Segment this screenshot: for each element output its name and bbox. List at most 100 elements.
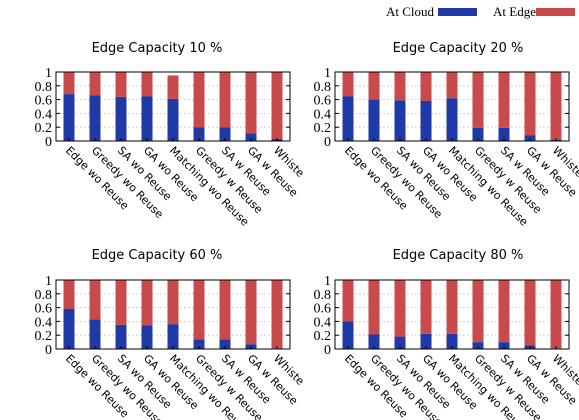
y-tick-label: 1 [45, 274, 52, 289]
y-tick-label: 0 [324, 343, 331, 358]
chart-title: Edge Capacity 60 % [92, 248, 223, 263]
bar-edge-5 [472, 72, 484, 128]
bar-edge-6 [498, 72, 510, 128]
axis-frame [334, 279, 570, 350]
y-tick-label: 0.8 [314, 288, 332, 303]
bar-cloud-1 [368, 334, 380, 349]
bar-edge-8 [550, 72, 562, 140]
bar-edge-3 [141, 72, 153, 97]
y-tick-label: 0 [45, 343, 52, 358]
bar-cloud-0 [342, 96, 354, 141]
bar-cloud-7 [245, 133, 257, 141]
bar-edge-3 [420, 280, 432, 334]
bar-edge-5 [472, 280, 484, 343]
bar-cloud-2 [115, 324, 127, 349]
bar-edge-6 [219, 72, 231, 128]
bar-cloud-3 [420, 100, 432, 141]
chart-title: Edge Capacity 10 % [92, 41, 223, 56]
bar-edge-0 [342, 72, 354, 97]
bar-edge-1 [368, 280, 380, 335]
axis-frame [334, 71, 570, 142]
axis-frame [55, 71, 291, 142]
bar-cloud-5 [193, 339, 205, 349]
bar-edge-0 [63, 280, 75, 309]
bar-cloud-1 [368, 99, 380, 141]
bar-edge-2 [115, 72, 127, 97]
y-tick-label: 0.4 [314, 315, 332, 330]
chart-title: Edge Capacity 20 % [393, 41, 524, 56]
y-tick-label: 1 [324, 66, 331, 81]
y-tick-label: 0.2 [35, 121, 53, 136]
bar-edge-3 [420, 72, 432, 101]
axis-frame [55, 279, 291, 350]
bar-edge-1 [89, 72, 101, 96]
bar-cloud-2 [394, 336, 406, 349]
bar-cloud-3 [141, 325, 153, 349]
bar-edge-0 [342, 280, 354, 322]
y-tick-label: 0.8 [35, 80, 53, 95]
bar-cloud-3 [420, 333, 432, 349]
bar-cloud-4 [446, 333, 458, 349]
bar-edge-6 [219, 280, 231, 340]
bar-cloud-3 [141, 96, 153, 141]
y-tick-label: 0 [45, 135, 52, 150]
y-tick-label: 0.4 [314, 107, 332, 122]
bar-cloud-5 [472, 127, 484, 141]
legend: At Cloud At Edge [386, 4, 575, 19]
bar-cloud-4 [446, 98, 458, 141]
bar-edge-1 [89, 280, 101, 320]
y-tick-label: 0.8 [314, 80, 332, 95]
bar-edge-4 [446, 280, 458, 334]
bar-cloud-0 [63, 308, 75, 349]
bar-cloud-6 [498, 127, 510, 141]
y-tick-label: 0.4 [35, 315, 53, 330]
bar-cloud-6 [219, 127, 231, 141]
bar-edge-0 [63, 72, 75, 95]
bar-edge-4 [167, 280, 179, 325]
bar-edge-5 [193, 72, 205, 128]
bar-edge-8 [550, 280, 562, 349]
bar-edge-1 [368, 72, 380, 100]
bar-cloud-4 [167, 98, 179, 141]
bar-edge-5 [193, 280, 205, 340]
bar-cloud-1 [89, 95, 101, 141]
bar-edge-2 [394, 72, 406, 101]
y-tick-label: 1 [45, 66, 52, 81]
chart-title: Edge Capacity 80 % [393, 248, 524, 263]
bar-cloud-1 [89, 319, 101, 349]
bar-edge-4 [167, 75, 179, 99]
y-tick-label: 0.2 [314, 329, 332, 344]
legend-label-1: At Edge [493, 4, 536, 19]
y-tick-label: 0.8 [35, 288, 53, 303]
bar-cloud-4 [167, 324, 179, 349]
bar-edge-7 [245, 72, 257, 134]
bar-cloud-5 [472, 342, 484, 349]
y-tick-label: 0.6 [35, 302, 53, 317]
bar-cloud-6 [498, 342, 510, 349]
legend-swatch-1 [536, 8, 575, 16]
bar-edge-6 [498, 280, 510, 343]
y-tick-label: 1 [324, 274, 331, 289]
bar-cloud-0 [342, 321, 354, 349]
bar-edge-8 [271, 280, 283, 349]
bar-cloud-5 [193, 127, 205, 141]
bar-edge-7 [524, 72, 536, 136]
bar-edge-2 [394, 280, 406, 337]
y-tick-label: 0 [324, 135, 331, 150]
bar-cloud-0 [63, 94, 75, 141]
y-tick-label: 0.6 [314, 302, 332, 317]
y-tick-label: 0.2 [314, 121, 332, 136]
y-tick-label: 0.6 [314, 94, 332, 109]
legend-label-0: At Cloud [386, 4, 435, 19]
y-tick-label: 0.2 [35, 329, 53, 344]
bar-cloud-2 [394, 100, 406, 141]
bar-edge-3 [141, 280, 153, 326]
bar-cloud-2 [115, 96, 127, 141]
bar-edge-2 [115, 280, 127, 325]
